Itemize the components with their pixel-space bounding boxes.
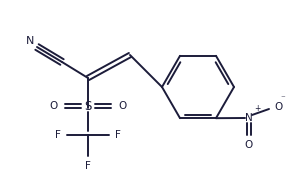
Text: O: O [274, 102, 282, 112]
Text: F: F [55, 130, 61, 140]
Text: O: O [50, 101, 58, 111]
Text: O: O [118, 101, 126, 111]
Text: F: F [115, 130, 121, 140]
Text: ⁻: ⁻ [280, 94, 285, 103]
Text: S: S [84, 99, 92, 112]
Text: N: N [26, 36, 34, 46]
Text: F: F [85, 161, 91, 171]
Text: N: N [245, 113, 253, 123]
Text: +: + [254, 104, 260, 113]
Text: O: O [245, 140, 253, 150]
